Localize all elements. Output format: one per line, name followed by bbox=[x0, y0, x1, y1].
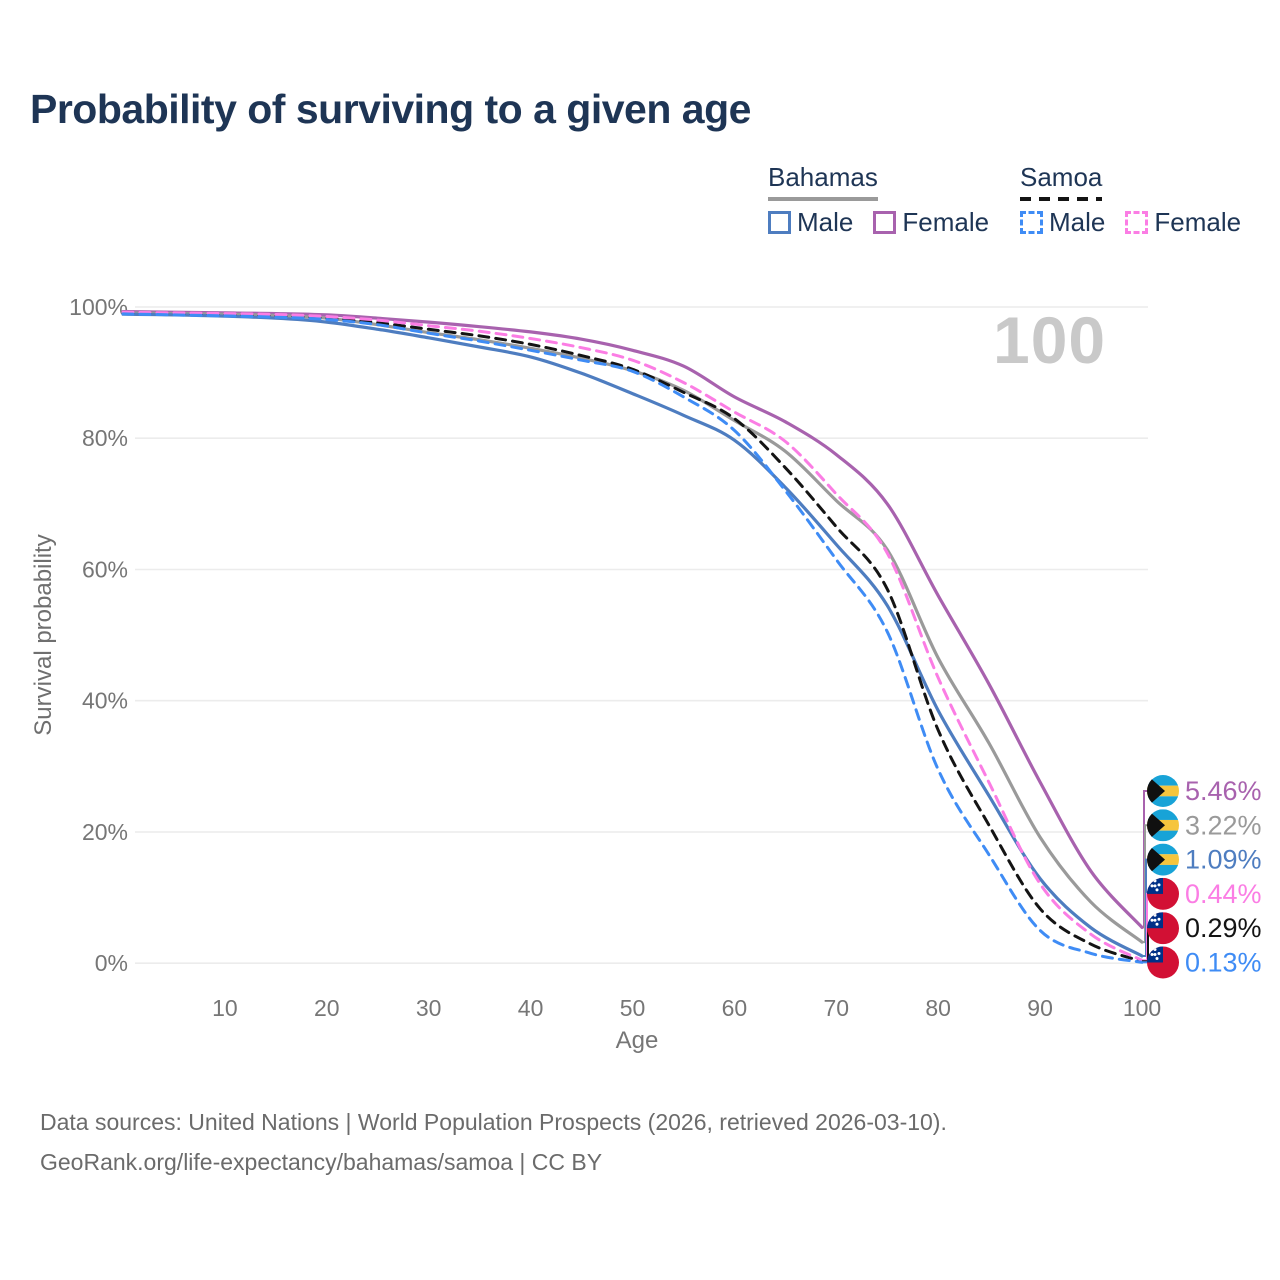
y-tick-label-80: 80% bbox=[82, 425, 128, 451]
x-tick-label-40: 40 bbox=[518, 995, 544, 1021]
x-tick-label-90: 90 bbox=[1027, 995, 1053, 1021]
legend-item-samoa-male[interactable]: Male bbox=[1020, 207, 1105, 238]
end-label-bahamas-both: 3.22% bbox=[1185, 810, 1262, 840]
series-line-bahamas-both[interactable] bbox=[121, 311, 1144, 944]
chart-title: Probability of surviving to a given age bbox=[30, 86, 751, 132]
y-tick-label-20: 20% bbox=[82, 819, 128, 845]
x-tick-label-20: 20 bbox=[314, 995, 340, 1021]
footer-data-sources: Data sources: United Nations | World Pop… bbox=[40, 1109, 947, 1135]
samoa-flag-icon bbox=[1147, 912, 1179, 945]
samoa-flag-icon bbox=[1147, 946, 1179, 979]
y-tick-label-0: 0% bbox=[95, 950, 128, 976]
series-line-samoa-male[interactable] bbox=[121, 312, 1144, 964]
footer: Data sources: United Nations | World Pop… bbox=[40, 1102, 947, 1182]
end-label-samoa-female: 0.44% bbox=[1185, 879, 1262, 909]
legend-underline-bahamas bbox=[768, 197, 878, 201]
legend-label-samoa-female: Female bbox=[1154, 207, 1242, 237]
legend-item-bahamas-male[interactable]: Male bbox=[768, 207, 853, 238]
x-tick-label-10: 10 bbox=[212, 995, 238, 1021]
series-line-bahamas-female[interactable] bbox=[121, 310, 1144, 929]
end-label-samoa-both: 0.29% bbox=[1185, 913, 1262, 943]
legend-underline-samoa bbox=[1020, 197, 1102, 201]
bahamas-flag-icon bbox=[1147, 843, 1179, 876]
bahamas-flag-icon bbox=[1147, 775, 1179, 807]
samoa-flag-icon bbox=[1147, 877, 1179, 910]
x-tick-label-50: 50 bbox=[620, 995, 646, 1021]
y-tick-label-40: 40% bbox=[82, 688, 128, 714]
legend-group-samoa: Samoa Male Female bbox=[1020, 162, 1261, 238]
legend-swatch-bahamas-female bbox=[873, 211, 897, 234]
legend-country-samoa[interactable]: Samoa bbox=[1020, 162, 1103, 192]
legend-item-samoa-female[interactable]: Female bbox=[1125, 207, 1241, 238]
bahamas-flag-icon bbox=[1147, 809, 1179, 842]
age-watermark: 100 bbox=[993, 303, 1107, 377]
y-tick-label-60: 60% bbox=[82, 557, 128, 583]
legend-label-bahamas-female: Female bbox=[902, 207, 990, 237]
legend-swatch-samoa-female bbox=[1125, 211, 1149, 234]
legend-label-bahamas-male: Male bbox=[797, 207, 854, 237]
legend-country-bahamas[interactable]: Bahamas bbox=[768, 162, 878, 192]
y-axis-title: Survival probability bbox=[30, 534, 57, 736]
legend-group-bahamas: Bahamas Male Female bbox=[768, 162, 1009, 238]
x-tick-label-30: 30 bbox=[416, 995, 442, 1021]
y-tick-label-100: 100% bbox=[69, 294, 128, 320]
legend-swatch-samoa-male bbox=[1020, 211, 1043, 234]
x-tick-label-100: 100 bbox=[1123, 995, 1161, 1021]
series-line-samoa-female[interactable] bbox=[121, 310, 1144, 962]
series-line-bahamas-male[interactable] bbox=[121, 312, 1144, 958]
series-line-samoa-both[interactable] bbox=[121, 311, 1144, 963]
end-label-samoa-male: 0.13% bbox=[1185, 948, 1262, 978]
footer-attribution: GeoRank.org/life-expectancy/bahamas/samo… bbox=[40, 1149, 603, 1175]
legend-item-bahamas-female[interactable]: Female bbox=[873, 207, 989, 238]
end-label-bahamas-female: 5.46% bbox=[1185, 776, 1262, 806]
x-tick-label-80: 80 bbox=[925, 995, 951, 1021]
x-axis-title: Age bbox=[616, 1027, 659, 1054]
legend-label-samoa-male: Male bbox=[1049, 207, 1106, 237]
legend-swatch-bahamas-male bbox=[768, 211, 791, 234]
x-tick-label-70: 70 bbox=[824, 995, 850, 1021]
end-label-bahamas-male: 1.09% bbox=[1185, 845, 1262, 875]
x-tick-label-60: 60 bbox=[722, 995, 748, 1021]
